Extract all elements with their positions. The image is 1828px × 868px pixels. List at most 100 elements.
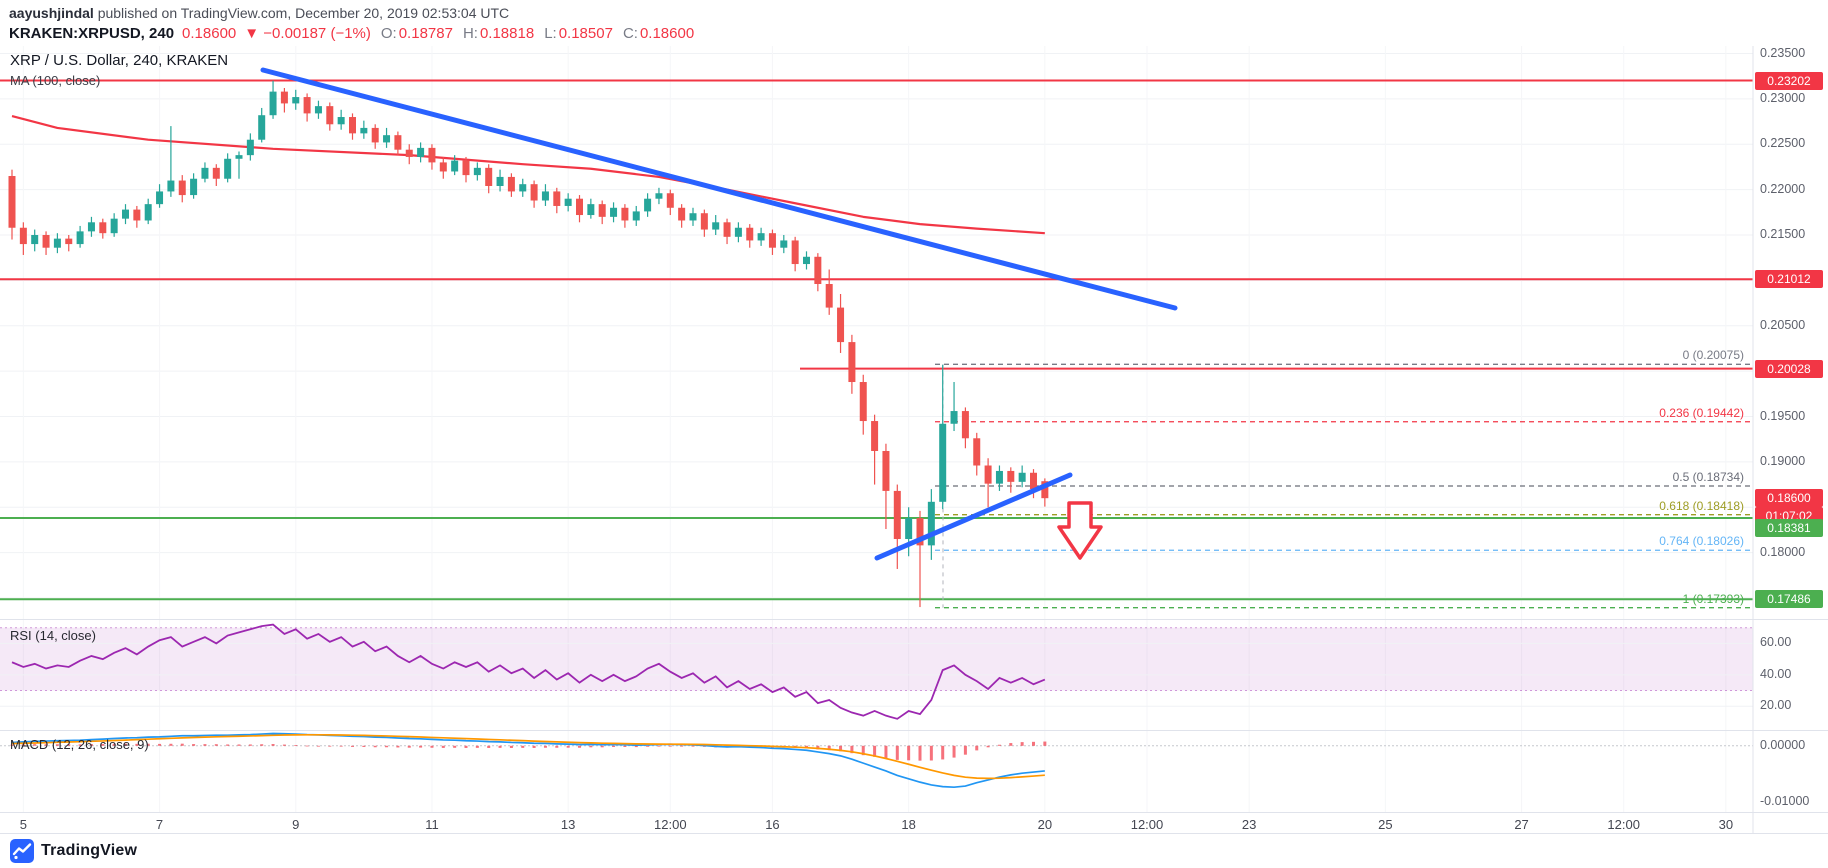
- candle-body: [587, 204, 595, 216]
- macd-hist-bar: [248, 744, 252, 746]
- macd-hist-bar: [668, 745, 672, 747]
- candle-body: [428, 147, 436, 163]
- rsi-indicator-legend[interactable]: RSI (14, close): [10, 628, 96, 643]
- candle-body: [417, 147, 425, 157]
- macd-hist-bar: [282, 744, 286, 746]
- fib-level-label: 0 (0.20075): [1682, 348, 1744, 363]
- macd-hist-bar: [33, 744, 37, 746]
- candle-body: [314, 106, 322, 114]
- macd-tick-label: -0.01000: [1760, 793, 1810, 808]
- ohlc-close-value: 0.18600: [639, 25, 695, 42]
- candle-body: [246, 139, 254, 156]
- macd-hist-bar: [21, 744, 25, 746]
- ohlc-close: C: 0.18600: [621, 24, 694, 44]
- price-tick-label: 0.22500: [1760, 136, 1806, 151]
- candle-body: [598, 204, 606, 217]
- attribution-text: published on TradingView.com, December 2…: [93, 5, 510, 21]
- rsi-tick-label: 40.00: [1760, 666, 1792, 681]
- candle-body: [553, 191, 561, 206]
- candle-body: [167, 180, 175, 192]
- candle-body: [507, 176, 515, 192]
- candle-body: [1007, 470, 1015, 482]
- candle-body: [655, 193, 663, 199]
- macd-hist-bar: [487, 745, 491, 748]
- price-badge: 0.23202: [1755, 71, 1823, 90]
- time-tick-label: 13: [560, 817, 576, 832]
- macd-hist-bar: [657, 745, 661, 747]
- candle-body: [632, 211, 640, 221]
- time-tick-label: 9: [292, 817, 300, 832]
- candle-body: [473, 167, 481, 176]
- ohlc-low-label: L:: [544, 25, 557, 42]
- trendline[interactable]: [260, 67, 1178, 311]
- candle-body: [110, 218, 118, 234]
- symbol-name: KRAKEN:XRPUSD, 240: [9, 25, 175, 42]
- macd-hist-bar: [339, 745, 343, 747]
- macd-hist-bar: [305, 745, 309, 747]
- macd-hist-bar: [589, 745, 593, 748]
- macd-hist-bar: [918, 745, 922, 761]
- macd-hist-bar: [441, 745, 445, 748]
- macd-hist-bar: [10, 744, 14, 746]
- candle-body: [757, 233, 765, 241]
- macd-hist-bar: [214, 744, 218, 746]
- candle-body: [383, 135, 391, 143]
- macd-hist-bar: [555, 745, 559, 748]
- trendline[interactable]: [874, 472, 1073, 561]
- fib-level-label: 1 (0.17393): [1682, 591, 1744, 606]
- candle-body: [144, 204, 152, 221]
- macd-hist-bar: [691, 745, 695, 747]
- candle-body: [360, 127, 368, 134]
- macd-hist-bar: [861, 745, 865, 756]
- macd-hist-bar: [498, 745, 502, 748]
- fib-level-label: 0.236 (0.19442): [1659, 405, 1744, 420]
- candle-body: [451, 160, 459, 172]
- ohlc-high: H: 0.18818: [461, 24, 534, 44]
- chart-title[interactable]: XRP / U.S. Dollar, 240, KRAKEN: [10, 52, 229, 69]
- macd-indicator-legend[interactable]: MACD (12, 26, close, 9): [10, 737, 149, 752]
- last-price: 0.18600: [182, 25, 237, 42]
- candle-body: [1030, 472, 1037, 490]
- price-change: ▼ −0.00187 (−1%): [244, 25, 371, 42]
- macd-hist-bar: [997, 744, 1001, 746]
- candle-body: [564, 198, 572, 206]
- macd-hist-bar: [89, 744, 93, 746]
- candle-body: [133, 209, 141, 221]
- macd-hist-bar: [623, 745, 627, 747]
- macd-line: [11, 732, 1045, 789]
- macd-hist-bar: [112, 743, 116, 746]
- macd-hist-bar: [634, 745, 638, 748]
- time-tick-label: 30: [1718, 817, 1734, 832]
- candle-body: [576, 198, 583, 216]
- macd-hist-bar: [124, 743, 127, 746]
- ohlc-close-label: C:: [622, 25, 638, 42]
- tradingview-logo[interactable]: TradingView: [10, 839, 137, 863]
- candle-body: [848, 342, 856, 383]
- candle-body: [190, 178, 198, 196]
- candle-body: [8, 176, 16, 228]
- candle-body: [326, 106, 334, 125]
- macd-hist-bar: [475, 745, 479, 748]
- candle-body: [76, 231, 84, 245]
- header: aayushjindal published on TradingView.co…: [0, 0, 1828, 44]
- down-arrow[interactable]: [1057, 501, 1103, 560]
- symbol-info-line: KRAKEN:XRPUSD, 240 0.18600 ▼ −0.00187 (−…: [9, 24, 1828, 44]
- candle-body: [280, 91, 288, 104]
- price-tick-label: 0.19000: [1760, 453, 1806, 468]
- macd-hist-bar: [101, 743, 105, 746]
- price-tick-label: 0.23500: [1760, 45, 1806, 60]
- ohlc-open: O: 0.18787: [379, 24, 453, 44]
- candle-body: [201, 167, 209, 179]
- price-badge: 0.21012: [1755, 270, 1823, 289]
- time-tick-label: 25: [1378, 817, 1393, 832]
- candle-body: [666, 193, 674, 208]
- macd-hist-bar: [158, 743, 162, 746]
- macd-hist-bar: [680, 745, 684, 747]
- macd-hist-bar: [566, 745, 570, 748]
- macd-hist-bar: [396, 745, 400, 748]
- ohlc-high-value: 0.18818: [479, 25, 535, 42]
- candle-body: [405, 149, 413, 157]
- ma-indicator-legend[interactable]: MA (100, close): [10, 73, 101, 88]
- candle-body: [939, 423, 947, 502]
